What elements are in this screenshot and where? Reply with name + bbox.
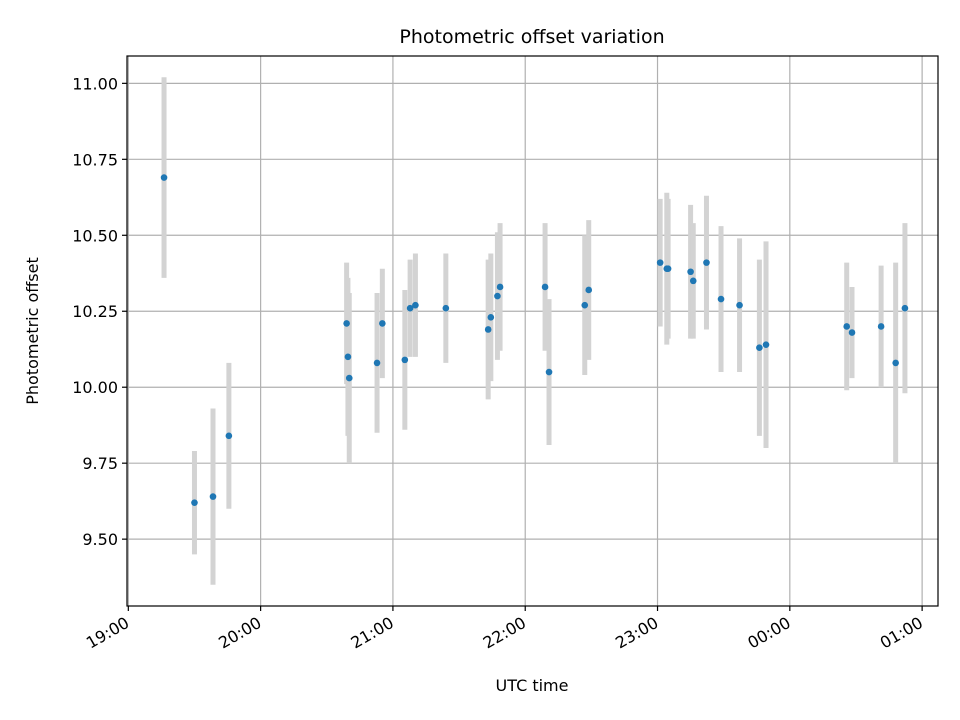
data-point	[160, 174, 168, 181]
data-point	[344, 353, 352, 361]
data-point	[664, 265, 672, 273]
y-tick-label: 11.00	[72, 74, 118, 93]
data-point	[703, 259, 710, 266]
data-point	[541, 283, 549, 291]
x-axis-title: UTC time	[496, 676, 569, 695]
y-tick-label: 10.00	[72, 378, 118, 397]
data-point	[877, 323, 885, 330]
data-point	[487, 314, 495, 321]
data-point	[656, 259, 664, 266]
y-tick-label: 10.50	[72, 226, 118, 245]
data-point	[736, 301, 743, 309]
data-point	[442, 304, 450, 312]
grid	[127, 56, 938, 606]
y-tick-label: 9.75	[82, 454, 118, 473]
data-point	[585, 286, 593, 294]
y-axis: 9.50 9.75 10.00 10.25 10.50 10.75 11.00	[72, 74, 127, 549]
data-point	[412, 301, 419, 309]
y-tick-label: 10.75	[72, 150, 118, 169]
data-point	[892, 359, 899, 367]
data-point	[689, 277, 697, 285]
data-point	[373, 359, 381, 367]
data-point	[209, 493, 217, 500]
data-point	[756, 344, 763, 352]
data-point	[717, 295, 725, 303]
data-point	[762, 341, 770, 348]
data-point	[191, 499, 198, 506]
data-point	[401, 356, 409, 364]
data-point	[343, 320, 350, 327]
data-point	[225, 432, 233, 440]
plot-area	[126, 55, 939, 607]
data-point	[545, 368, 553, 376]
data-point	[581, 301, 589, 309]
data-point	[901, 304, 909, 312]
chart-title: Photometric offset variation	[399, 26, 664, 48]
data-point	[848, 329, 856, 336]
y-tick-label: 10.25	[72, 302, 118, 321]
y-axis-title: Photometric offset	[23, 257, 42, 405]
data-point	[496, 283, 504, 291]
data-point	[484, 326, 492, 333]
data-points	[160, 174, 909, 506]
data-point	[345, 374, 353, 382]
data-point	[406, 304, 414, 312]
data-point	[379, 320, 386, 327]
data-point	[687, 268, 694, 276]
y-tick-label: 9.50	[82, 530, 118, 549]
data-point	[843, 323, 851, 330]
data-point	[494, 292, 501, 300]
